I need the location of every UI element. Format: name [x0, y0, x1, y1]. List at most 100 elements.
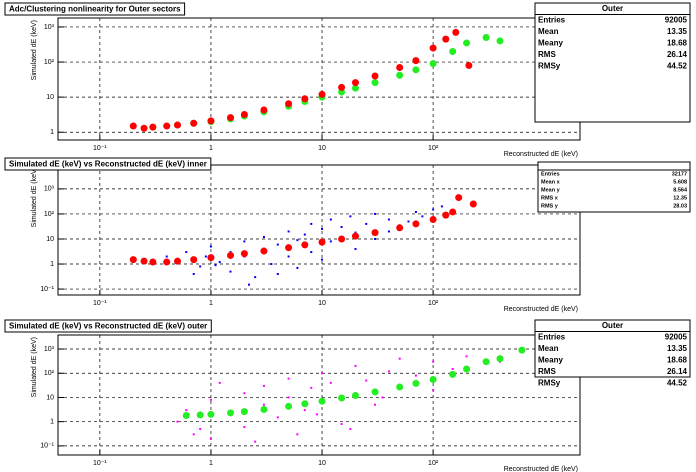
- point: [429, 215, 437, 223]
- stats-value: 5.608: [673, 179, 687, 185]
- point: [243, 240, 246, 243]
- stats-key: RMS: [538, 50, 556, 59]
- point: [318, 238, 326, 246]
- point: [496, 355, 504, 363]
- point: [229, 270, 232, 273]
- y-tick-label: 10: [46, 236, 54, 243]
- plot-frame: [57, 17, 581, 141]
- stats-key: RMS x: [541, 195, 559, 201]
- point: [371, 229, 379, 237]
- point: [365, 222, 368, 225]
- point: [321, 258, 324, 261]
- point: [287, 255, 290, 258]
- point: [329, 381, 332, 384]
- point: [321, 228, 324, 231]
- stats-value: 8.564: [673, 187, 688, 193]
- point: [432, 360, 435, 363]
- point: [185, 409, 188, 412]
- x-axis-label: Reconstructed dE (keV): [504, 151, 578, 158]
- title-box: [4, 319, 212, 333]
- y-axis-label: Simulated dE (keV): [31, 337, 38, 397]
- point: [351, 84, 359, 92]
- point: [140, 124, 148, 132]
- point: [452, 28, 460, 36]
- point: [310, 222, 313, 225]
- point: [442, 211, 450, 219]
- point: [329, 218, 332, 221]
- x-tick-label: 10²: [428, 300, 439, 307]
- point: [129, 256, 137, 264]
- point: [285, 402, 293, 410]
- point: [287, 396, 290, 399]
- point: [196, 411, 204, 419]
- point: [365, 379, 368, 382]
- plot-frame: [57, 334, 581, 456]
- y-tick-label: 1: [50, 129, 54, 136]
- point: [440, 205, 443, 208]
- point: [227, 251, 235, 259]
- point: [296, 266, 299, 269]
- point: [199, 427, 202, 430]
- point: [301, 400, 309, 408]
- x-tick-label: 1: [209, 300, 213, 307]
- point: [285, 100, 293, 108]
- point: [227, 114, 235, 122]
- x-tick-label: 10⁻¹: [93, 460, 107, 467]
- point: [227, 409, 235, 417]
- point: [287, 377, 290, 380]
- x-tick-label: 10: [318, 460, 326, 467]
- point: [354, 364, 357, 367]
- point: [387, 218, 390, 221]
- y-axis-label: Simulated dE (keV): [31, 20, 38, 80]
- point: [149, 258, 157, 266]
- point: [329, 240, 332, 243]
- point: [190, 256, 198, 264]
- point: [354, 247, 357, 250]
- point: [469, 200, 477, 208]
- y-tick-label: 10²: [44, 370, 55, 377]
- y-tick-label: 10⁻¹: [40, 443, 54, 450]
- point: [260, 106, 268, 114]
- point: [465, 61, 473, 69]
- stats-key: RMS: [538, 367, 556, 376]
- point: [351, 79, 359, 87]
- x-tick-label: 10²: [428, 460, 439, 467]
- point: [165, 255, 168, 258]
- stats-title: Outer: [602, 321, 623, 330]
- point: [301, 241, 309, 249]
- point: [315, 413, 318, 416]
- x-tick-label: 10: [318, 300, 326, 307]
- stats-value: 18.68: [667, 38, 688, 47]
- point: [240, 408, 248, 416]
- stats-key: Entries: [541, 171, 560, 177]
- point: [163, 122, 171, 130]
- point: [192, 272, 195, 275]
- point: [463, 39, 471, 47]
- point: [396, 63, 404, 71]
- y-tick-label: 1: [50, 261, 54, 268]
- point: [371, 388, 379, 396]
- point: [381, 396, 384, 399]
- point: [421, 215, 424, 218]
- point: [354, 231, 357, 234]
- point: [412, 220, 420, 228]
- point: [207, 117, 215, 125]
- stats-value: 92005: [665, 332, 688, 341]
- point: [455, 194, 463, 202]
- point: [296, 239, 299, 242]
- point: [387, 230, 390, 233]
- stats-value: 44.52: [667, 61, 688, 70]
- y-tick-label: 10²: [44, 59, 55, 66]
- point: [371, 72, 379, 80]
- point: [270, 263, 273, 266]
- y-tick-label: 10: [46, 94, 54, 101]
- stats-value: 13.35: [667, 27, 688, 36]
- stats-key: Meany: [538, 355, 563, 364]
- point: [374, 403, 377, 406]
- point: [387, 370, 390, 373]
- point: [371, 79, 379, 87]
- stats-value: 13.35: [667, 344, 688, 353]
- point: [310, 251, 313, 254]
- point: [173, 257, 181, 265]
